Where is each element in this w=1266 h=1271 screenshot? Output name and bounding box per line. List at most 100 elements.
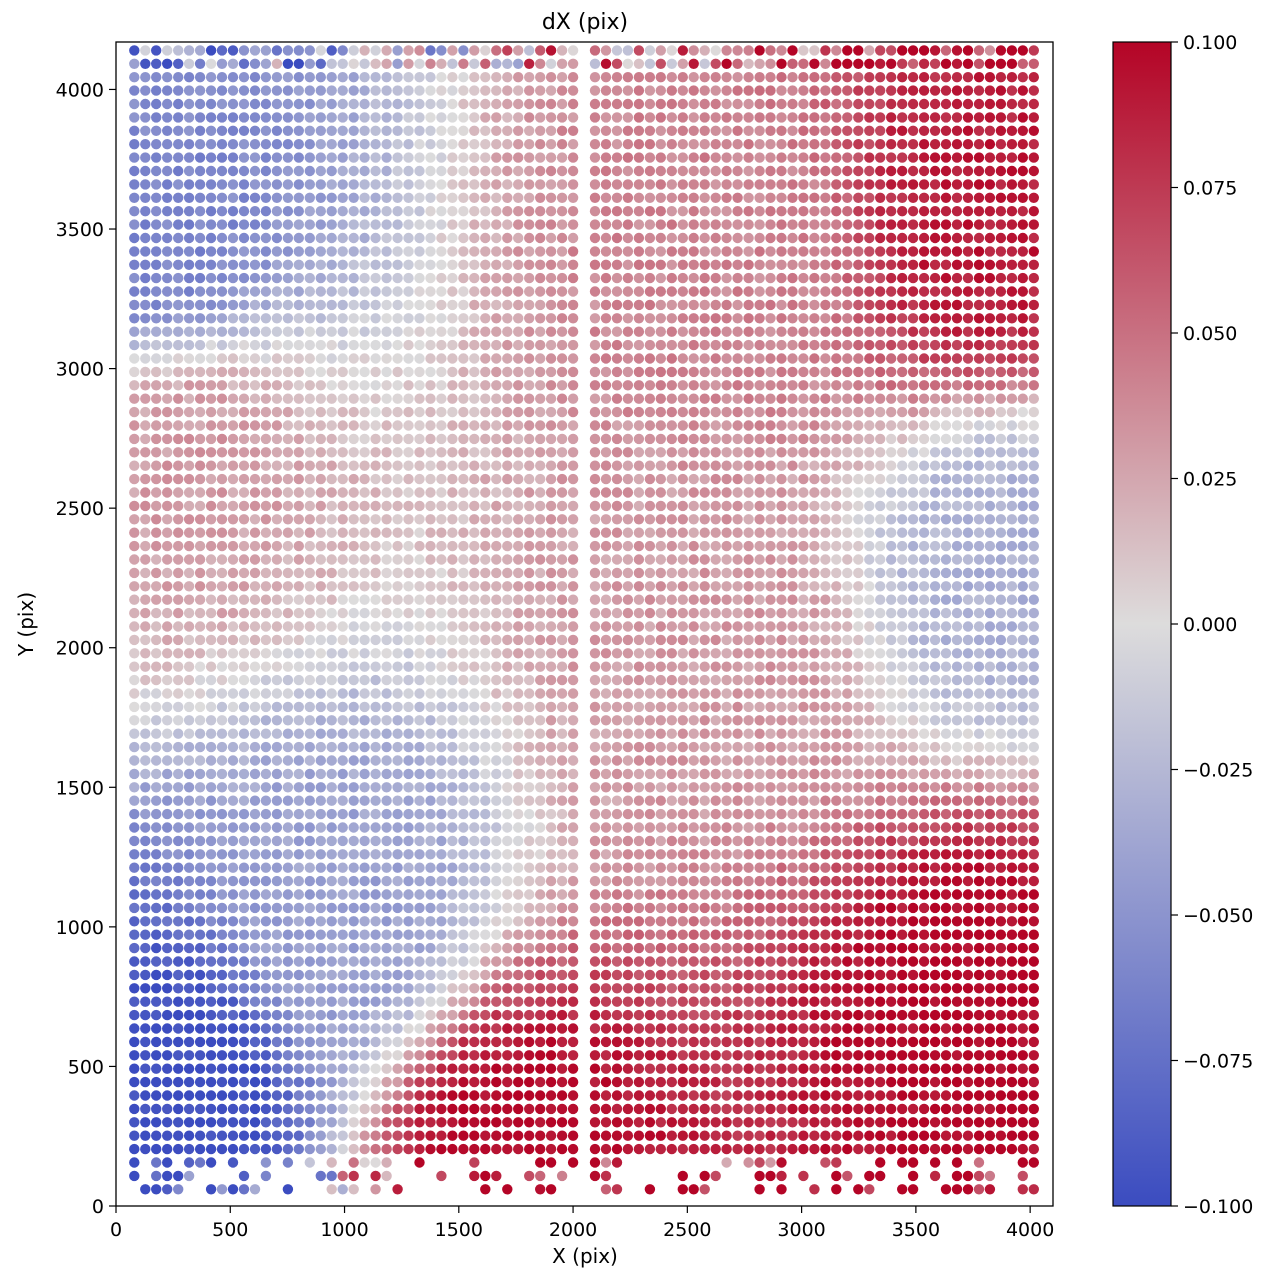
scatter-point — [754, 728, 765, 739]
scatter-point — [293, 366, 304, 378]
scatter-point — [776, 540, 787, 552]
scatter-point — [392, 594, 403, 605]
scatter-point — [710, 942, 721, 954]
scatter-point — [337, 500, 348, 512]
scatter-point — [414, 621, 425, 632]
scatter-point — [469, 1090, 480, 1101]
scatter-point — [787, 366, 798, 378]
scatter-point — [918, 607, 930, 619]
scatter-point — [918, 795, 930, 806]
scatter-point — [644, 1143, 656, 1155]
scatter-point — [173, 956, 184, 967]
scatter-point — [940, 956, 952, 967]
scatter-point — [699, 500, 710, 512]
scatter-point — [502, 594, 513, 605]
scatter-point — [414, 648, 425, 659]
scatter-point — [524, 1009, 535, 1021]
scatter-point — [392, 621, 403, 632]
scatter-point — [370, 822, 381, 833]
scatter-point — [864, 1103, 875, 1115]
scatter-point — [414, 1063, 425, 1074]
scatter-point — [600, 433, 612, 445]
scatter-point — [359, 1076, 370, 1088]
scatter-point — [260, 822, 272, 833]
scatter-point — [842, 862, 853, 873]
scatter-point — [425, 527, 436, 538]
scatter-point — [798, 406, 809, 418]
scatter-point — [260, 554, 272, 565]
scatter-point — [721, 942, 732, 954]
scatter-point — [809, 648, 820, 659]
scatter-point — [666, 1117, 677, 1128]
scatter-point — [458, 755, 469, 766]
scatter-point — [776, 514, 787, 525]
scatter-point — [545, 983, 557, 994]
scatter-point — [337, 875, 348, 887]
scatter-point — [414, 715, 425, 726]
scatter-point — [436, 607, 447, 619]
scatter-point — [162, 902, 173, 914]
scatter-point — [326, 822, 337, 833]
scatter-point — [216, 782, 228, 793]
scatter-point — [183, 835, 195, 847]
scatter-point — [875, 607, 886, 619]
scatter-point — [238, 447, 250, 458]
scatter-point — [831, 420, 842, 431]
scatter-point — [425, 393, 436, 404]
scatter-point — [897, 487, 908, 498]
scatter-point — [633, 875, 645, 887]
scatter-point — [447, 353, 458, 364]
scatter-point — [194, 406, 206, 418]
scatter-point — [249, 406, 261, 418]
scatter-point — [940, 674, 952, 686]
scatter-point — [194, 621, 206, 632]
scatter-point — [907, 473, 919, 485]
scatter-point — [940, 1009, 952, 1021]
scatter-point — [337, 527, 348, 538]
scatter-point — [743, 500, 754, 512]
scatter-point — [732, 380, 743, 391]
scatter-point — [249, 594, 261, 605]
scatter-point — [260, 835, 272, 847]
scatter-point — [907, 996, 919, 1007]
scatter-point — [480, 1117, 491, 1128]
scatter-point — [886, 1076, 897, 1088]
scatter-point — [348, 875, 359, 887]
scatter-point — [480, 1076, 491, 1088]
scatter-point — [304, 875, 315, 887]
scatter-point — [502, 1184, 513, 1195]
scatter-point — [677, 983, 688, 994]
scatter-point — [688, 1130, 699, 1141]
scatter-point — [293, 755, 304, 766]
scatter-point — [995, 795, 1007, 806]
scatter-point — [205, 728, 217, 739]
scatter-point — [1006, 942, 1018, 954]
scatter-point — [535, 916, 546, 927]
scatter-point — [644, 795, 656, 806]
scatter-point — [1028, 822, 1040, 833]
scatter-point — [611, 1050, 623, 1061]
scatter-point — [897, 393, 908, 404]
scatter-point — [480, 942, 491, 954]
scatter-point — [348, 554, 359, 565]
scatter-point — [304, 406, 315, 418]
scatter-point — [469, 514, 480, 525]
scatter-point — [381, 942, 392, 954]
scatter-point — [1017, 1023, 1028, 1034]
scatter-point — [403, 674, 414, 686]
scatter-point — [973, 1050, 985, 1061]
scatter-point — [381, 540, 392, 552]
scatter-point — [1017, 393, 1028, 404]
scatter-point — [864, 366, 875, 378]
scatter-point — [600, 916, 612, 927]
scatter-point — [754, 1063, 765, 1074]
scatter-point — [940, 969, 952, 981]
scatter-point — [787, 768, 798, 780]
scatter-point — [633, 406, 645, 418]
scatter-point — [973, 902, 985, 914]
scatter-point — [502, 902, 513, 914]
scatter-point — [633, 567, 645, 579]
scatter-point — [271, 433, 283, 445]
scatter-point — [1006, 661, 1018, 672]
scatter-point — [962, 1063, 974, 1074]
